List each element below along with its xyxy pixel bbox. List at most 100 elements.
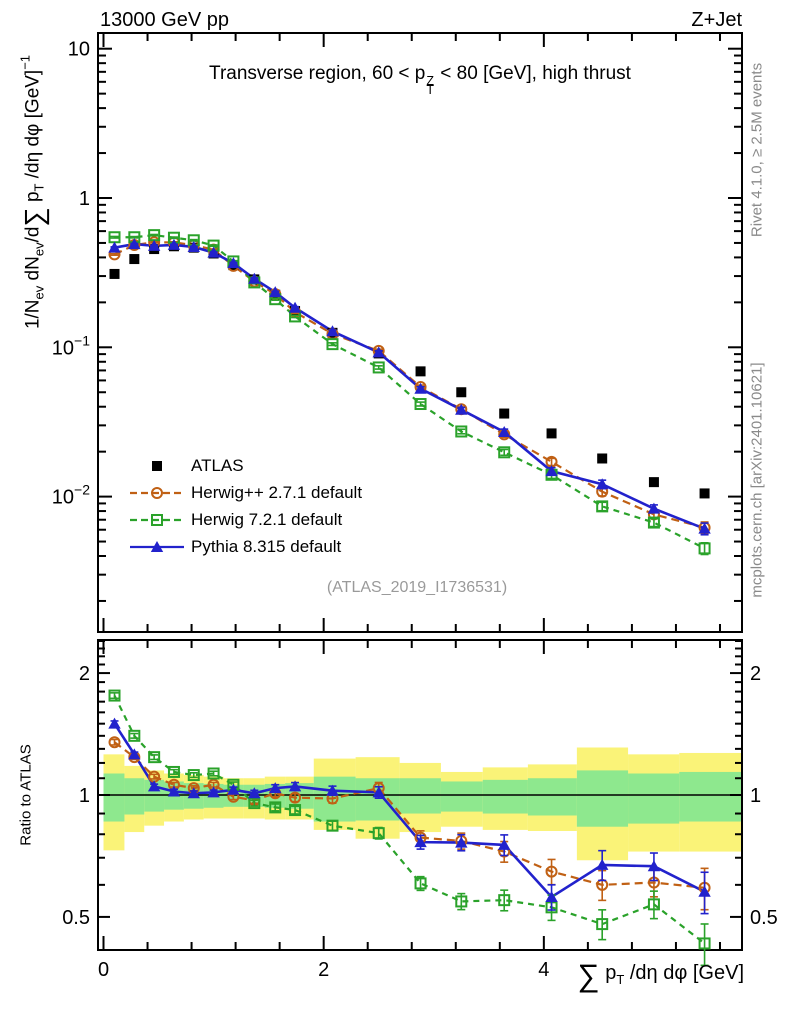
process-label: Z+Jet: [691, 9, 742, 31]
data-point-marker: [269, 782, 282, 794]
data-point-marker: [498, 894, 511, 907]
data-point-marker: [414, 398, 427, 411]
data-point-marker: [108, 717, 121, 729]
data-point-marker: [167, 765, 180, 778]
data-point-marker: [499, 408, 510, 419]
data-point-marker: [326, 784, 339, 796]
data-point-marker: [647, 860, 661, 872]
y-axis-tick-label: 10: [68, 39, 90, 61]
data-point-marker: [167, 785, 181, 797]
analysis-id-watermark: (ATLAS_2019_I1736531): [326, 579, 508, 596]
data-point-marker: [167, 238, 181, 250]
data-point-marker: [187, 787, 200, 799]
data-point-marker: [647, 898, 660, 911]
stat-uncertainty-band: [124, 778, 145, 815]
data-point-marker: [147, 780, 161, 792]
stat-uncertainty-band: [103, 773, 125, 822]
sum-symbol: ∑: [577, 958, 600, 993]
data-point-marker: [108, 736, 121, 749]
data-point-marker: [596, 500, 609, 513]
herwigpp-marker-icon: [130, 486, 184, 499]
data-point-marker: [648, 477, 659, 488]
data-point-marker: [108, 689, 121, 702]
stat-uncertainty-band: [440, 781, 483, 812]
beam-energy-label: 13000 GeV pp: [100, 9, 229, 31]
data-point-marker: [207, 767, 220, 780]
plot-title-suffix: < 80 [GeV], high thrust: [435, 63, 631, 84]
main-panel-frame: [97, 32, 743, 633]
data-point-marker: [414, 382, 427, 394]
data-point-marker: [455, 836, 468, 848]
data-point-marker: [698, 885, 711, 897]
data-point-marker: [128, 748, 141, 760]
stat-uncertainty-band: [576, 770, 629, 827]
data-point-marker: [698, 542, 711, 555]
legend-item-label: Pythia 8.315 default: [191, 536, 342, 556]
data-point-marker: [248, 787, 261, 799]
data-point-marker: [372, 786, 385, 798]
data-point-marker: [372, 346, 385, 358]
data-point-marker: [148, 751, 161, 764]
stat-uncertainty-band: [482, 779, 528, 814]
data-point-marker: [248, 272, 261, 284]
data-point-marker: [187, 769, 200, 782]
data-point-marker: [414, 877, 427, 890]
stat-uncertainty-band: [355, 778, 400, 821]
data-point-marker: [455, 425, 468, 438]
data-point-marker: [498, 425, 511, 437]
data-point-marker: [288, 301, 302, 313]
stat-uncertainty-band: [628, 773, 680, 824]
data-point-marker: [595, 858, 609, 870]
data-point-marker: [699, 488, 710, 499]
data-point-marker: [227, 257, 240, 269]
legend: ATLAS Herwig++ 2.7.1 default Herwig 7.2.…: [128, 452, 362, 560]
axes: 10 1 10−1 10−2 0 2 4 2 2 1 1 0.5 0.5: [52, 32, 778, 981]
mcplots-arxiv-note: mcplots.cern.ch [arXiv:2401.10621]: [748, 362, 766, 598]
data-point-marker: [698, 937, 711, 950]
data-point-marker: [207, 246, 220, 258]
stat-uncertainty-band: [527, 778, 577, 816]
data-point-marker: [269, 801, 282, 814]
data-point-marker: [456, 387, 467, 398]
data-point-marker: [546, 428, 557, 439]
data-point-marker: [372, 361, 385, 374]
data-point-marker: [289, 804, 302, 817]
data-point-marker: [108, 241, 121, 253]
data-point-marker: [109, 268, 120, 279]
data-point-marker: [597, 453, 608, 464]
data-point-marker: [326, 325, 339, 337]
y-axis-tick-label: 1: [79, 188, 90, 210]
data-point-marker: [289, 791, 302, 804]
data-point-marker: [498, 838, 511, 850]
data-point-marker: [128, 238, 141, 250]
data-point-marker: [227, 783, 240, 795]
legend-item-herwig7: Herwig 7.2.1 default: [128, 506, 362, 533]
data-point-marker: [269, 286, 282, 298]
x-axis-label: ∑ pT /dη dφ [GeV]: [577, 958, 744, 993]
x-axis-tick-label: 4: [538, 959, 549, 981]
data-point-marker: [596, 918, 609, 931]
stat-uncertainty-band: [399, 778, 441, 814]
atlas-marker-icon: [152, 460, 162, 471]
ratio-tick-label-right: 2: [750, 663, 761, 685]
y-axis-label-main: 1/Nev dNev/d∑ pT /dη dφ [GeV]−1: [17, 54, 50, 330]
data-point-marker: [647, 502, 661, 514]
y-axis-label-ratio: Ratio to ATLAS: [17, 744, 35, 846]
stat-uncertainty-band: [679, 771, 742, 822]
legend-item-label: Herwig++ 2.7.1 default: [191, 482, 363, 502]
data-point-marker: [207, 786, 220, 798]
sum-symbol: ∑: [19, 207, 50, 227]
data-point-marker: [187, 240, 200, 252]
ratio-uncertainty-bands: [98, 747, 742, 861]
x-axis-tick-label: 0: [98, 959, 109, 981]
legend-item-label: Herwig 7.2.1 default: [191, 509, 343, 529]
x-axis-tick-label: 2: [318, 959, 329, 981]
ratio-tick-label-right: 1: [750, 785, 761, 807]
data-point-marker: [647, 516, 660, 529]
ratio-tick-label-right: 0.5: [750, 907, 778, 929]
data-point-marker: [545, 865, 558, 878]
